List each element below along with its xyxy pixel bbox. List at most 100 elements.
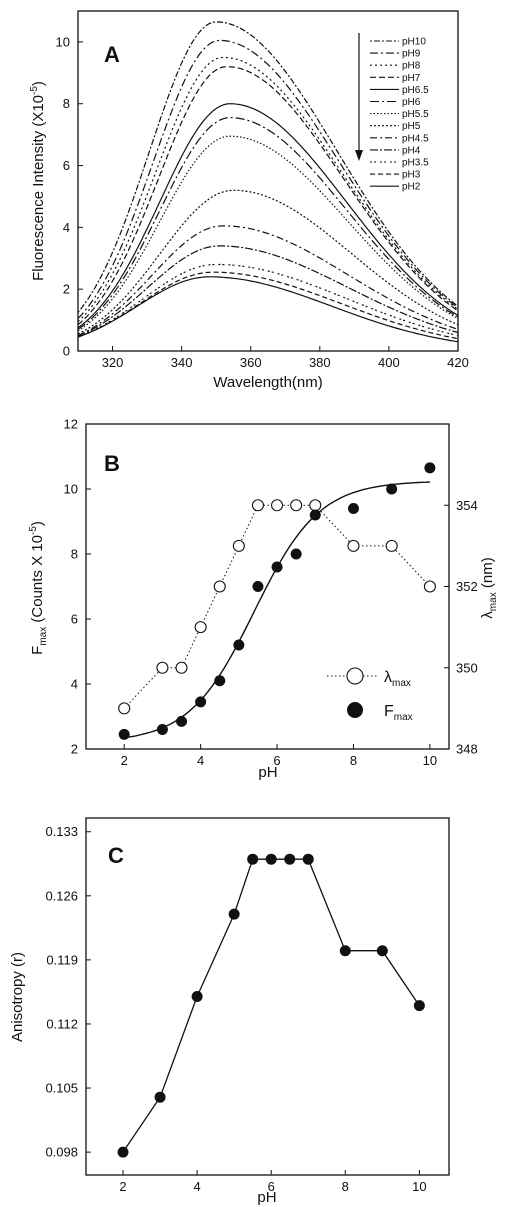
panel-a-label: A (104, 42, 120, 67)
lambda-max-point (271, 499, 284, 512)
fmax-point (424, 462, 436, 474)
legend-lambda-marker (346, 667, 364, 685)
panel-b-plot (118, 462, 436, 740)
panel-c-ticks: 2 4 6 8 10 0.098 0.105 0.112 0.119 0.126 0.133 (45, 824, 426, 1194)
curve-ph5-5 (77, 135, 459, 332)
anisotropy-point (413, 1000, 425, 1012)
panel-a-y-tick-label: 10 (56, 34, 70, 49)
panel-a-x-tick-label: 420 (447, 355, 469, 370)
lambda-max-point (194, 621, 207, 634)
panel-b-x-tick-label: 6 (273, 753, 280, 768)
panel-b-legend: λmax Fmax (327, 667, 413, 723)
legend-fmax-marker (347, 702, 363, 718)
fmax-point (233, 639, 245, 651)
panel-c-label: C (108, 843, 124, 868)
curve-ph3 (77, 271, 459, 340)
panel-b-x-tick-label: 10 (423, 753, 437, 768)
fmax-point (176, 715, 188, 727)
panel-c-plot (117, 853, 425, 1158)
lambda-max-point (156, 661, 169, 674)
panel-c-x-tick-label: 6 (268, 1179, 275, 1194)
legend-label-ph9: pH9 (402, 49, 421, 60)
anisotropy-point (247, 853, 259, 865)
panel-a-x-tick-label: 320 (102, 355, 124, 370)
panel-b-y2-tick-label: 348 (456, 742, 478, 757)
anisotropy-point (228, 908, 240, 920)
panel-a-y-tick-label: 4 (63, 220, 70, 235)
anisotropy-point (117, 1146, 129, 1158)
panel-a-x-tick-label: 380 (309, 355, 331, 370)
anisotropy-point (339, 945, 351, 957)
fmax-point (309, 509, 321, 521)
anisotropy-point (376, 945, 388, 957)
legend-lambda-label: λmax (384, 669, 411, 689)
lambda-max-point (232, 539, 245, 552)
panel-c-y-tick-label: 0.112 (46, 1016, 78, 1031)
fmax-point (347, 503, 359, 514)
fmax-point (271, 561, 283, 573)
legend-label-ph3: pH3 (402, 170, 421, 181)
panel-a: A Wavelength(nm) Fluorescence Intensity … (29, 10, 469, 391)
curve-ph7 (77, 65, 459, 326)
anisotropy-point (191, 991, 203, 1002)
panel-b-y-tick-label: 6 (71, 612, 78, 627)
panel-c-x-tick-label: 10 (412, 1179, 426, 1194)
legend-label-ph10: pH10 (402, 37, 426, 48)
panel-a-y-tick-label: 0 (63, 344, 70, 359)
panel-b-y2-tick-label: 354 (456, 498, 478, 513)
panel-a-y-tick-label: 6 (63, 158, 70, 173)
legend-label-ph5-5: pH5.5 (402, 109, 429, 120)
panel-a-x-tick-label: 400 (378, 355, 400, 370)
lambda-max-point (309, 499, 322, 512)
panel-b-x-tick-label: 2 (121, 753, 128, 768)
curve-ph9 (77, 39, 459, 319)
panel-b-x-tick-label: 4 (197, 753, 204, 768)
curve-ph8 (77, 56, 459, 323)
curve-ph2 (77, 276, 459, 343)
panel-c-y-tick-label: 0.119 (46, 952, 78, 967)
panel-b-ylabel-left: Fmax (Counts X 10-5) (28, 521, 49, 655)
panel-b-y-tick-label: 4 (71, 677, 78, 692)
anisotropy-point (302, 853, 314, 865)
panel-a-x-tick-label: 360 (240, 355, 262, 370)
legend-label-ph4: pH4 (402, 145, 421, 156)
panel-b-y2-tick-label: 350 (456, 660, 478, 675)
panel-a-ylabel: Fluorescence Intensity (X10-5) (29, 81, 47, 281)
panel-b-y-tick-label: 10 (64, 482, 78, 497)
curve-ph10 (77, 21, 459, 313)
curve-ph4-5 (77, 225, 459, 337)
fmax-point (156, 724, 168, 735)
panel-b-y-tick-label: 2 (71, 742, 78, 757)
lambda-max-point (423, 580, 436, 593)
lambda-max-point (175, 661, 188, 674)
lambda-max-point (290, 499, 303, 512)
panel-c-y-tick-label: 0.105 (45, 1081, 78, 1096)
curve-ph3-5 (77, 263, 459, 338)
lambda-max-point (347, 539, 360, 552)
panel-b-label: B (104, 451, 120, 476)
panel-b-y-tick-label: 12 (64, 417, 78, 432)
lambda-max-point (213, 580, 226, 593)
fmax-point (252, 581, 264, 592)
anisotropy-point (284, 853, 296, 865)
panel-b-ylabel-right: λmax (nm) (479, 557, 499, 618)
curve-ph6 (77, 116, 459, 330)
panel-a-xlabel: Wavelength(nm) (213, 374, 322, 391)
fmax-fit-curve (124, 481, 430, 739)
anisotropy-line (122, 858, 420, 1153)
panel-b-y2-tick-label: 352 (456, 579, 478, 594)
panel-c: C pH Anisotropy (r) 2 4 6 8 10 0.098 0.105 0.11… (9, 817, 450, 1206)
fmax-point (214, 675, 226, 687)
legend-label-ph2: pH2 (402, 182, 421, 193)
lambda-max-point (251, 499, 264, 512)
panel-c-x-tick-label: 4 (194, 1179, 201, 1194)
fmax-point (386, 483, 398, 495)
panel-b-ticks: 2 4 6 8 10 2 4 6 8 10 12 348 350 352 354 (64, 417, 478, 769)
curve-ph6-5 (77, 103, 459, 329)
panel-b-y-tick-label: 8 (71, 547, 78, 562)
fmax-point (118, 728, 130, 740)
legend-fmax-label: Fmax (384, 703, 413, 723)
panel-c-xlabel: pH (257, 1189, 276, 1206)
curve-ph4 (77, 245, 459, 337)
fmax-point (290, 548, 302, 560)
